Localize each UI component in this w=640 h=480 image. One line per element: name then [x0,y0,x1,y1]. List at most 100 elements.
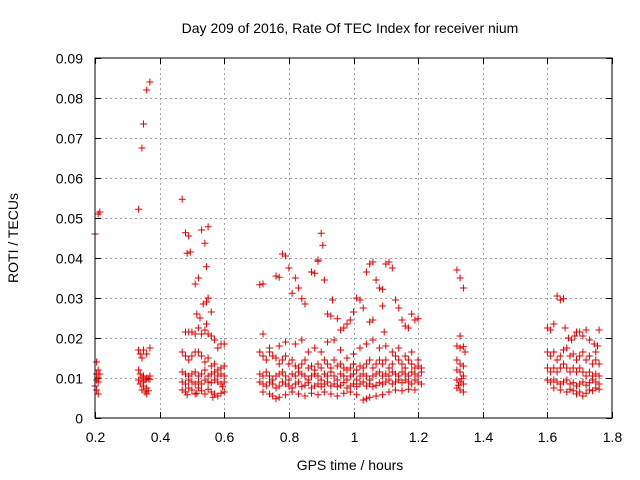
data-point [369,336,377,344]
data-point [550,384,558,392]
data-point [298,295,306,303]
data-point [94,366,102,374]
data-point [272,272,280,280]
y-tick-label: 0.08 [56,91,83,107]
data-point [266,348,273,356]
data-point [211,360,219,368]
data-point [183,391,191,399]
data-point [146,372,154,380]
data-point [595,372,603,380]
data-point [314,257,322,265]
data-point [379,285,387,293]
data-point [301,300,309,308]
data-point [356,344,364,352]
data-point [417,380,425,388]
data-point [346,364,354,372]
data-point [317,364,325,372]
data-point [459,343,467,351]
data-point [259,330,267,338]
y-tick-label: 0.06 [56,171,83,187]
data-point [582,326,590,334]
data-point [340,379,348,387]
data-point [585,336,593,344]
data-point [458,375,466,383]
data-point [561,324,569,332]
data-point [319,241,327,249]
data-point [395,344,403,352]
data-point [146,78,154,86]
data-point [553,292,561,300]
data-point [582,372,590,380]
data-point [579,348,587,356]
data-point [191,280,199,288]
data-point [411,316,419,324]
data-point [404,372,412,380]
data-point [579,368,587,376]
data-point [592,384,600,392]
data-point [298,383,306,391]
data-point [369,383,377,391]
data-point [201,239,209,247]
y-tick-label: 0.01 [56,371,83,387]
data-point [140,378,147,386]
data-point [203,320,210,328]
data-point [182,352,189,360]
data-point [301,372,309,380]
data-point [211,368,219,376]
data-point [550,364,558,372]
data-point [362,395,370,403]
data-point [455,381,462,389]
data-point [136,350,144,358]
data-point [196,314,204,322]
data-point [320,356,328,364]
data-point [556,386,564,394]
data-point [324,338,332,346]
data-point [204,294,212,302]
data-point [456,332,464,340]
data-point [343,354,351,362]
data-point [317,229,325,237]
data-point [337,346,345,354]
data-point [143,390,151,398]
data-point [337,360,345,368]
y-tick-label: 0.07 [56,131,83,147]
data-point [414,315,422,323]
data-point [362,340,370,348]
data-point [461,348,469,356]
data-point [285,264,293,272]
data-point [362,360,370,368]
data-point [135,376,143,384]
data-point [379,302,387,310]
data-point [576,328,584,336]
data-point [220,340,228,348]
data-point [453,356,461,364]
data-point [183,249,191,257]
data-point [194,274,202,282]
data-point [259,388,267,396]
data-point [550,348,558,356]
data-point [204,354,212,362]
data-point [553,356,561,364]
data-point [553,368,561,376]
data-point [456,274,464,282]
data-point [359,378,367,386]
data-point [395,304,403,312]
data-point [595,360,603,368]
data-point [269,380,277,388]
data-point [579,332,587,340]
data-point [366,356,374,364]
data-point [333,392,341,400]
data-point [285,360,293,368]
data-point [359,364,367,372]
data-point [350,350,357,358]
data-point [398,316,406,324]
data-point [295,390,303,398]
data-point [203,298,210,306]
data-point [560,295,567,303]
data-point [259,372,267,380]
data-point [408,310,416,318]
y-axis-title: ROTI / TECUs [5,193,21,283]
data-point [295,378,303,386]
data-point [392,296,399,304]
data-point [193,389,201,397]
